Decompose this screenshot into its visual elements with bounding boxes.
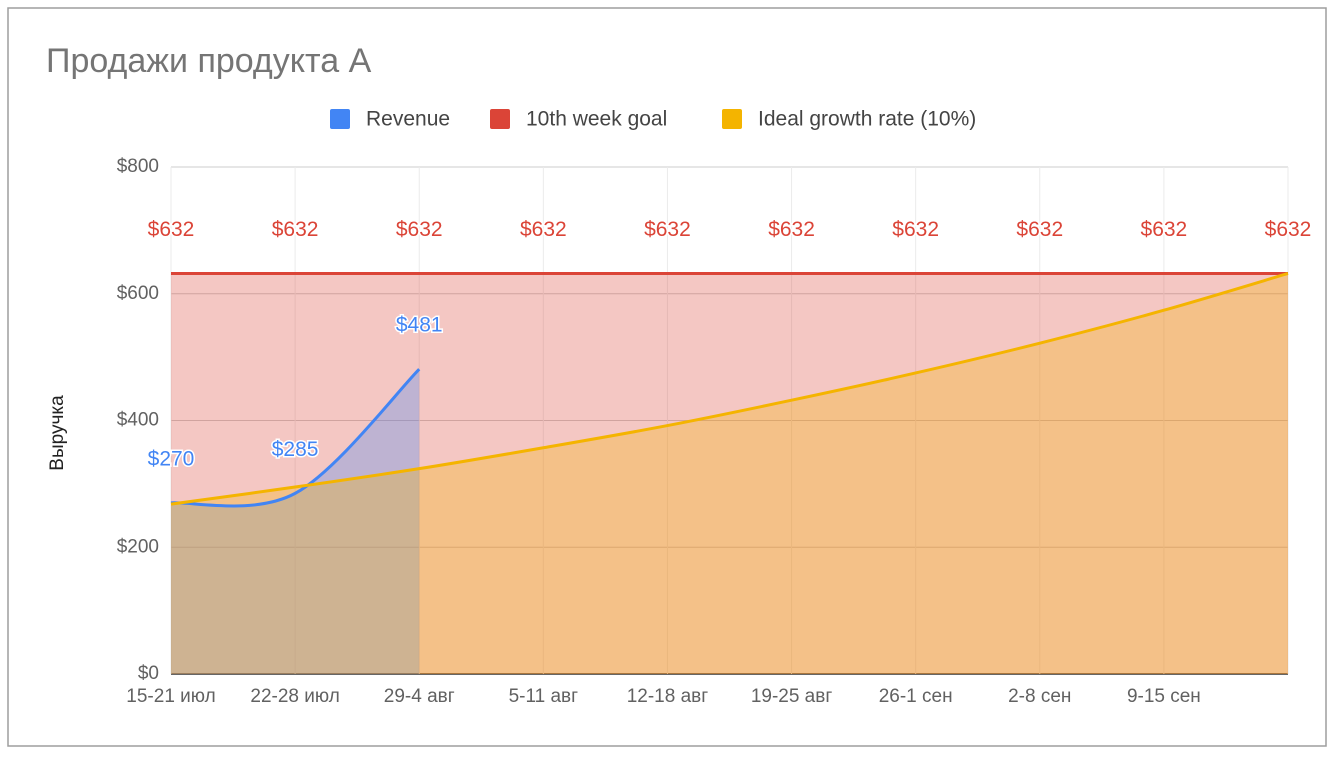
legend-label: 10th week goal bbox=[526, 108, 667, 131]
data-label: $632 bbox=[148, 218, 195, 241]
line bbox=[170, 272, 1289, 506]
x-tick-label: 2-8 сен bbox=[1008, 686, 1071, 707]
line bbox=[170, 368, 421, 508]
y-tick-label: $200 bbox=[117, 536, 159, 557]
y-tick-label: $800 bbox=[117, 156, 159, 177]
data-label: $632 bbox=[644, 218, 691, 241]
x-tick-label: 12-18 авг bbox=[627, 686, 709, 707]
legend-swatch bbox=[722, 109, 742, 129]
x-tick-label: 22-28 июл bbox=[250, 686, 339, 707]
x-tick-label: 26-1 сен bbox=[879, 686, 953, 707]
y-axis-title: Выручка bbox=[47, 395, 68, 471]
legend-label: Ideal growth rate (10%) bbox=[758, 108, 976, 131]
data-label: $632 bbox=[272, 218, 319, 241]
data-label: $632 bbox=[1016, 218, 1063, 241]
chart-title: Продажи продукта А bbox=[46, 42, 372, 80]
area bbox=[171, 369, 420, 674]
data-label: $632 bbox=[1265, 218, 1312, 241]
legend-swatch bbox=[330, 109, 350, 129]
data-label: $632 bbox=[768, 218, 815, 241]
y-tick-label: $0 bbox=[138, 663, 159, 684]
x-tick-label: 5-11 авг bbox=[509, 686, 579, 707]
x-tick-label: 19-25 авг bbox=[751, 686, 833, 707]
legend-label: Revenue bbox=[366, 108, 450, 131]
y-tick-label: $600 bbox=[117, 283, 159, 304]
legend-swatch bbox=[490, 109, 510, 129]
x-tick-label: 9-15 сен bbox=[1127, 686, 1201, 707]
y-tick-label: $400 bbox=[117, 410, 159, 431]
data-label: $632 bbox=[520, 218, 567, 241]
x-tick-label: 15-21 июл bbox=[126, 686, 215, 707]
x-tick-label: 29-4 авг bbox=[384, 686, 455, 707]
data-label: $270 bbox=[148, 447, 195, 470]
area bbox=[171, 273, 1288, 674]
data-label: $632 bbox=[892, 218, 939, 241]
data-label: $632 bbox=[1141, 218, 1188, 241]
area bbox=[171, 273, 1288, 674]
data-label: $481 bbox=[396, 314, 443, 337]
data-label: $285 bbox=[272, 438, 319, 461]
data-label: $632 bbox=[396, 218, 443, 241]
